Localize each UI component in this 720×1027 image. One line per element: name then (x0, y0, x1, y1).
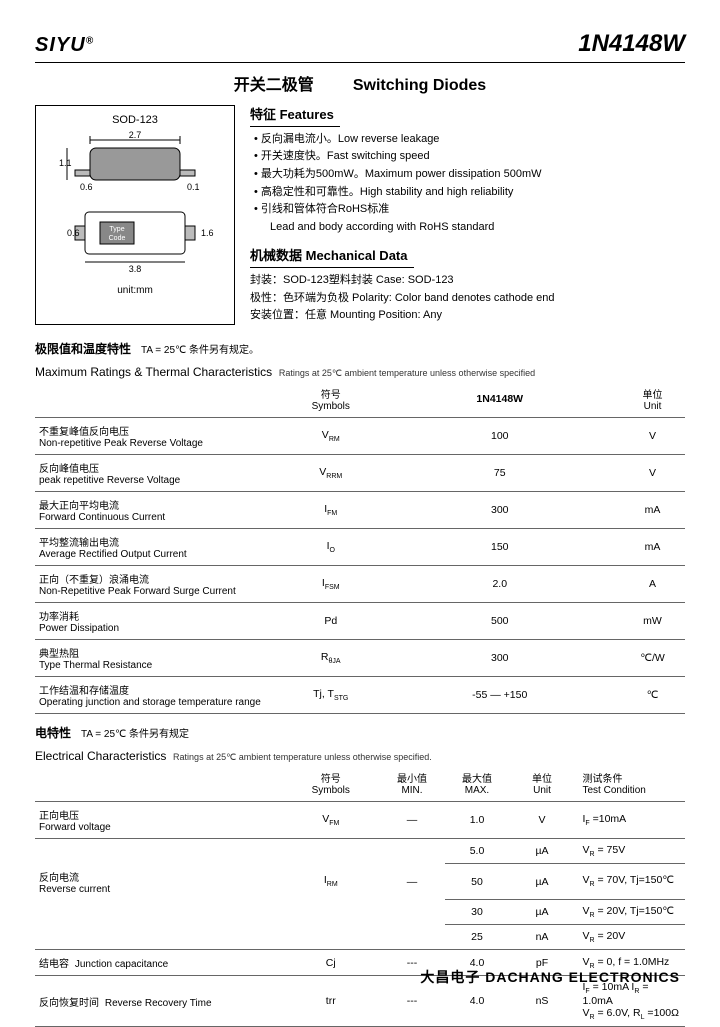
svg-text:0.6: 0.6 (80, 182, 93, 192)
feature-item: 引线和管体符合RoHS标准 (254, 201, 685, 219)
table-row: 5.0µAVR = 75V (35, 838, 685, 863)
mechdata-line: 极性：色环端为负极 Polarity: Color band denotes c… (250, 290, 685, 308)
eth-cond-cn: 测试条件 (583, 770, 682, 785)
eth-min-cn: 最小值 (384, 770, 441, 785)
elec-en-note: Ratings at 25℃ ambient temperature unles… (173, 752, 432, 762)
maxratings-table: 符号Symbols 1N4148W 单位Unit 不重复峰值反向电压Non-re… (35, 381, 685, 714)
table-row: 最大正向平均电流Forward Continuous CurrentIFM300… (35, 491, 685, 528)
th-unit-cn: 单位 (624, 386, 681, 401)
brand-text: SIYU (35, 34, 86, 56)
eth-unit-en: Unit (514, 785, 571, 796)
elec-cn: 电特性 (35, 726, 71, 740)
top-section: SOD-123 2.7 1.1 0.6 0.1 Type Code 3.8 0.… (35, 105, 685, 325)
eth-min-en: MIN. (384, 785, 441, 796)
part-number: 1N4148W (578, 30, 685, 58)
eth-max-en: MAX. (449, 785, 506, 796)
feature-item: 开关速度快。Fast switching speed (254, 148, 685, 166)
elec-en-heading: Electrical Characteristics Ratings at 25… (35, 749, 685, 763)
subtitle: 开关二极管 Switching Diodes (35, 71, 685, 95)
features-heading: 特征 Features (250, 105, 340, 127)
mechdata-line: 封装：SOD-123塑料封装 Case: SOD-123 (250, 272, 685, 290)
svg-text:0.1: 0.1 (187, 182, 200, 192)
maxratings-en: Maximum Ratings & Thermal Characteristic… (35, 365, 272, 379)
svg-text:Type: Type (109, 226, 124, 233)
elec-heading: 电特性 TA = 25℃ 条件另有规定 (35, 724, 685, 741)
table-row: 反向峰值电压peak repetitive Reverse VoltageVRR… (35, 454, 685, 491)
package-svg: 2.7 1.1 0.6 0.1 Type Code 3.8 0.6 1.6 (42, 130, 228, 280)
elec-en: Electrical Characteristics (35, 749, 166, 763)
maxratings-heading: 极限值和温度特性 TA = 25℃ 条件另有规定。 (35, 340, 685, 357)
eth-cond-en: Test Condition (583, 785, 682, 796)
eth-sym-en: Symbols (286, 785, 376, 796)
table-row: 功率消耗Power DissipationPd500mW (35, 602, 685, 639)
mechdata-line: 安装位置：任意 Mounting Position: Any (250, 307, 685, 325)
table-row: 正向电压Forward voltageVFM—1.0VIF =10mA (35, 801, 685, 838)
features-block: 特征 Features 反向漏电流小。Low reverse leakage 开… (250, 105, 685, 325)
feature-item: 高稳定性和可靠性。High stability and high reliabi… (254, 184, 685, 202)
footer: 大昌电子 DACHANG ELECTRONICS (420, 967, 680, 987)
footer-cn: 大昌电子 (420, 969, 480, 985)
maxratings-en-heading: Maximum Ratings & Thermal Characteristic… (35, 365, 685, 379)
package-diagram: SOD-123 2.7 1.1 0.6 0.1 Type Code 3.8 0.… (35, 105, 235, 325)
elec-ta: TA = 25℃ 条件另有规定 (81, 729, 189, 740)
th-sym-cn: 符号 (286, 386, 376, 401)
table-row: 30µAVR = 20V, Tj=150℃ (35, 900, 685, 925)
table-row: 25nAVR = 20V (35, 925, 685, 950)
eth-sym-cn: 符号 (286, 770, 376, 785)
svg-text:1.6: 1.6 (201, 228, 214, 238)
svg-text:Code: Code (109, 235, 126, 242)
svg-text:1.1: 1.1 (59, 158, 72, 168)
th-unit-en: Unit (624, 401, 681, 412)
reg-mark: ® (86, 35, 94, 46)
footer-en: DACHANG ELECTRONICS (485, 969, 680, 985)
svg-text:3.8: 3.8 (129, 264, 142, 274)
table-row: 典型热阻Type Thermal ResistanceRθJA300℃/W (35, 639, 685, 676)
th-sym-en: Symbols (286, 401, 376, 412)
svg-text:2.7: 2.7 (129, 130, 142, 140)
eth-unit-cn: 单位 (514, 770, 571, 785)
brand: SIYU® (35, 34, 94, 57)
features-list: 反向漏电流小。Low reverse leakage 开关速度快。Fast sw… (250, 131, 685, 219)
feature-item: 最大功耗为500mW。Maximum power dissipation 500… (254, 166, 685, 184)
subtitle-cn: 开关二极管 (234, 77, 314, 94)
elec-table: 符号Symbols 最小值MIN. 最大值MAX. 单位Unit 测试条件Tes… (35, 765, 685, 1027)
package-name: SOD-123 (42, 114, 228, 126)
feature-indent: Lead and body according with RoHS standa… (250, 219, 685, 237)
maxratings-ta: TA = 25℃ 条件另有规定。 (141, 345, 259, 356)
package-unit: unit:mm (42, 285, 228, 296)
table-row: 工作结温和存储温度Operating junction and storage … (35, 676, 685, 713)
maxratings-en-note: Ratings at 25℃ ambient temperature unles… (279, 368, 535, 378)
table-row: 不重复峰值反向电压Non-repetitive Peak Reverse Vol… (35, 417, 685, 454)
subtitle-en: Switching Diodes (353, 77, 486, 94)
table-row: 反向电流Reverse currentIRM—50µAVR = 70V, Tj=… (35, 864, 685, 900)
svg-text:0.6: 0.6 (67, 228, 80, 238)
header: SIYU® 1N4148W (35, 30, 685, 63)
feature-item: 反向漏电流小。Low reverse leakage (254, 131, 685, 149)
maxratings-cn: 极限值和温度特性 (35, 342, 131, 356)
th-part: 1N4148W (476, 393, 523, 405)
table-row: 平均整流输出电流Average Rectified Output Current… (35, 528, 685, 565)
table-row: 正向（不重复）浪涌电流Non-Repetitive Peak Forward S… (35, 565, 685, 602)
eth-max-cn: 最大值 (449, 770, 506, 785)
mechdata-heading: 机械数据 Mechanical Data (250, 246, 414, 268)
